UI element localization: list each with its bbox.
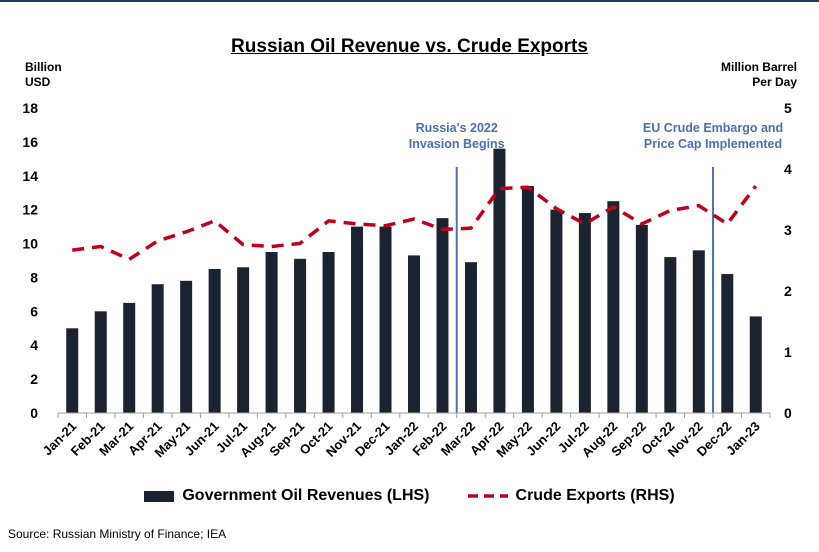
revenue-bar (721, 274, 734, 413)
annotation-label: Russia's 2022 (416, 121, 498, 135)
legend-item-revenues: Government Oil Revenues (LHS) (144, 487, 430, 505)
revenue-bar (151, 284, 164, 413)
revenue-bar (749, 316, 762, 413)
legend-label-exports: Crude Exports (RHS) (515, 487, 675, 504)
revenue-bar (408, 255, 420, 413)
revenue-bar (351, 226, 364, 413)
annotation-label: EU Crude Embargo and (643, 121, 783, 135)
right-tick-label: 4 (784, 161, 792, 177)
left-tick-label: 0 (30, 405, 38, 421)
revenue-bar (294, 258, 307, 413)
revenue-bar (94, 311, 107, 413)
revenue-bar (322, 252, 335, 413)
left-tick-label: 12 (22, 202, 38, 218)
right-tick-label: 5 (784, 100, 792, 116)
right-tick-label: 2 (784, 283, 792, 299)
right-tick-label: 3 (784, 222, 792, 238)
chart-title: Russian Oil Revenue vs. Crude Exports (231, 36, 588, 57)
revenue-bars (66, 148, 762, 413)
legend: Government Oil Revenues (LHS) Crude Expo… (0, 487, 819, 505)
legend-item-exports: Crude Exports (RHS) (466, 487, 675, 505)
revenue-bar (208, 268, 221, 413)
annotation-label: Invasion Begins (409, 137, 505, 151)
revenue-bar (436, 218, 449, 413)
right-tick-label: 0 (784, 405, 792, 421)
left-tick-label: 16 (22, 134, 38, 150)
legend-label-revenues: Government Oil Revenues (LHS) (182, 487, 430, 504)
left-tick-label: 8 (30, 269, 38, 285)
right-axis-title: Million Barrel Per Day (720, 60, 797, 89)
top-rule (0, 0, 819, 2)
left-tick-label: 18 (22, 100, 38, 116)
revenue-bar (123, 302, 136, 413)
source-note: Source: Russian Ministry of Finance; IEA (8, 527, 227, 541)
left-tick-label: 2 (30, 371, 38, 387)
revenue-bar (493, 148, 506, 413)
revenue-bar (379, 226, 392, 413)
revenue-bar (66, 328, 79, 413)
left-axis-ticks: 0 2 4 6 8 10 12 14 16 18 (22, 100, 38, 421)
revenue-bar (550, 209, 563, 413)
exports-line (72, 185, 758, 262)
left-tick-label: 6 (30, 303, 38, 319)
x-axis-labels: Jan-21Feb-21Mar-21Apr-21May-21Jun-21Jul-… (40, 419, 763, 461)
revenue-bar (578, 213, 591, 413)
legend-bar-swatch (144, 490, 175, 502)
legend-dash-swatch (467, 494, 508, 498)
revenue-bar (635, 224, 648, 413)
revenue-bar (521, 185, 534, 413)
revenue-bar (237, 267, 250, 413)
revenue-bar (692, 250, 705, 413)
revenue-bar (607, 201, 620, 413)
revenue-bar (464, 262, 477, 413)
left-tick-label: 4 (30, 337, 38, 353)
revenue-bar (180, 280, 193, 413)
revenue-bar (265, 252, 278, 413)
revenue-bar (664, 257, 677, 413)
x-axis-ticks (57, 413, 771, 418)
exports-series-line (72, 185, 758, 262)
left-tick-label: 10 (22, 236, 38, 252)
right-tick-label: 1 (784, 344, 792, 360)
right-axis-ticks: 0 1 2 3 4 5 (784, 100, 792, 421)
annotations: Russia's 2022 Invasion Begins EU Crude Emb… (409, 121, 783, 413)
left-axis-title: Billion USD (25, 60, 62, 89)
annotation-label: Price Cap Implemented (644, 137, 782, 151)
left-tick-label: 14 (22, 168, 38, 184)
